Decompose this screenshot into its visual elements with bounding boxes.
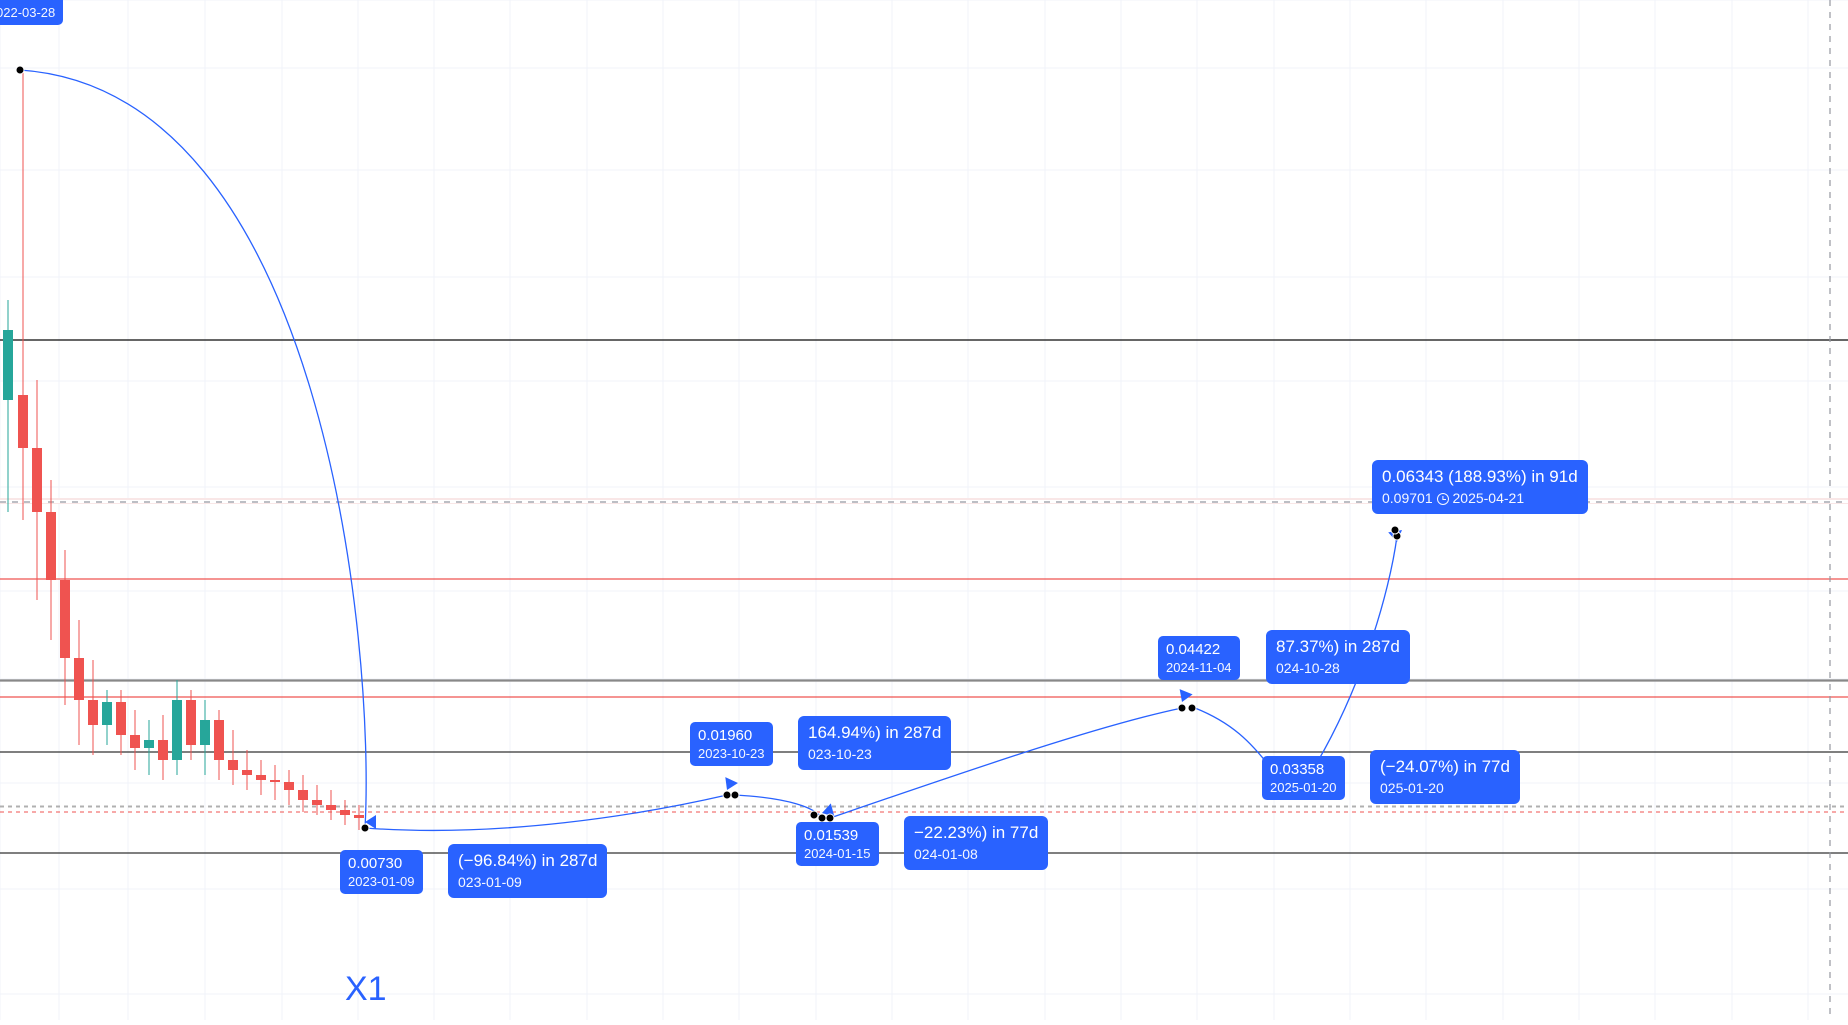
change-badge: 164.94%) in 287d023-10-23 xyxy=(798,716,951,770)
price-date-badge: 0.033582025-01-20 xyxy=(1262,756,1345,800)
change-badge: (−96.84%) in 287d023-01-09 xyxy=(448,844,607,898)
change-badge: (−24.07%) in 77d025-01-20 xyxy=(1370,750,1520,804)
projection-badge: 0.06343 (188.93%) in 91d0.09701 2025-04-… xyxy=(1372,460,1588,514)
price-date-badge: 0.015392024-01-15 xyxy=(796,822,879,866)
price-date-badge: 23095022-03-28 xyxy=(0,0,63,25)
change-badge: −22.23%) in 77d024-01-08 xyxy=(904,816,1048,870)
price-date-badge: 0.007302023-01-09 xyxy=(340,850,423,894)
price-date-badge: 0.044222024-11-04 xyxy=(1158,636,1240,680)
pattern-label-x1: X1 xyxy=(345,970,387,1009)
change-badge: 87.37%) in 287d024-10-28 xyxy=(1266,630,1410,684)
price-date-badge: 0.019602023-10-23 xyxy=(690,722,773,766)
